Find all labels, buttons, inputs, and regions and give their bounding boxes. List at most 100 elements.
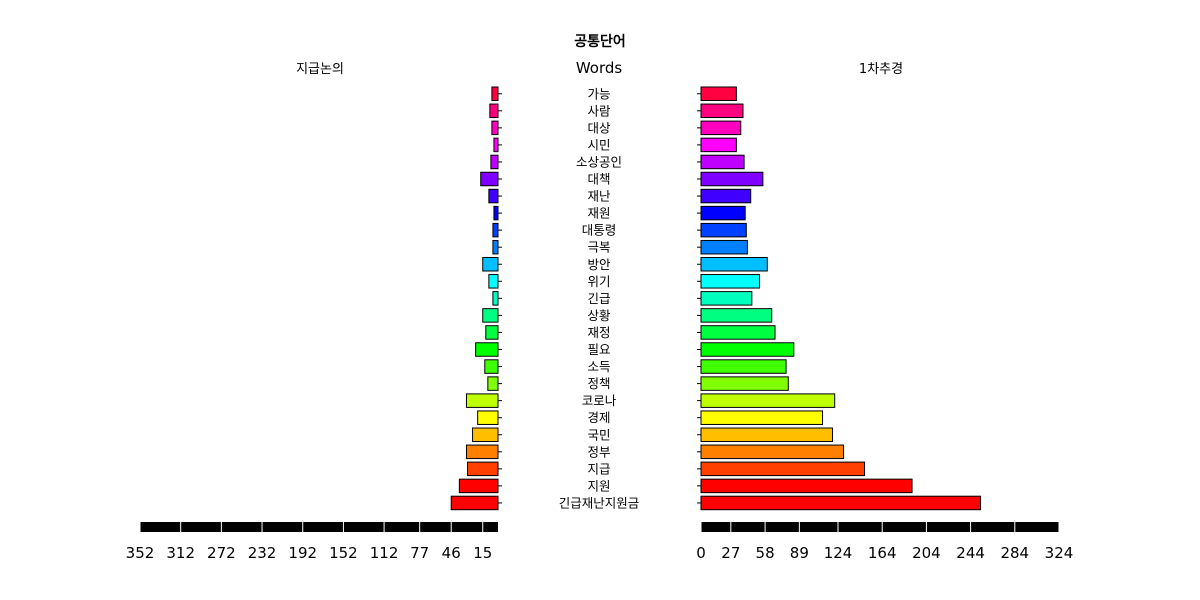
right-bar bbox=[700, 103, 744, 119]
left-bar bbox=[465, 393, 499, 408]
right-tick-label: 164 bbox=[868, 544, 897, 562]
right-bar bbox=[700, 427, 833, 442]
category-label: 경제 bbox=[587, 410, 610, 425]
category-label: 필요 bbox=[587, 342, 610, 357]
right-bar bbox=[700, 444, 845, 460]
left-tick-label: 232 bbox=[248, 544, 277, 562]
left-bar bbox=[450, 495, 499, 511]
category-label: 지원 bbox=[587, 478, 610, 493]
left-tick-label: 272 bbox=[207, 544, 236, 562]
right-bar bbox=[700, 478, 913, 494]
left-bar bbox=[480, 171, 499, 187]
left-bar bbox=[493, 137, 499, 153]
left-bar bbox=[490, 154, 499, 170]
right-bar bbox=[700, 376, 789, 391]
left-tick-label: 152 bbox=[329, 544, 358, 562]
category-label: 대통령 bbox=[582, 223, 617, 238]
category-label: 코로나 bbox=[582, 393, 617, 408]
category-label: 국민 bbox=[587, 427, 610, 442]
right-tick-label: 27 bbox=[721, 544, 740, 562]
right-tick-label: 324 bbox=[1045, 544, 1074, 562]
left-bar bbox=[492, 291, 499, 306]
category-label: 시민 bbox=[587, 137, 610, 152]
right-tick-label: 0 bbox=[696, 544, 706, 562]
left-bar bbox=[493, 205, 499, 221]
left-bar bbox=[484, 359, 499, 374]
category-label: 재정 bbox=[587, 325, 610, 340]
left-bar bbox=[482, 257, 499, 272]
left-bar bbox=[475, 342, 499, 357]
left-bar bbox=[472, 427, 499, 442]
category-label: 대상 bbox=[587, 120, 611, 135]
category-label: 상황 bbox=[587, 308, 611, 323]
left-tick-label: 15 bbox=[473, 544, 492, 562]
left-bar bbox=[492, 222, 499, 238]
left-bar bbox=[488, 188, 499, 204]
left-tick-label: 77 bbox=[410, 544, 429, 562]
left-bar bbox=[491, 120, 499, 136]
left-bar bbox=[477, 410, 499, 425]
left-bar bbox=[488, 274, 499, 289]
right-x-axis bbox=[701, 522, 1059, 532]
category-label: 재난 bbox=[587, 189, 611, 204]
left-tick-label: 112 bbox=[370, 544, 399, 562]
left-bar bbox=[492, 239, 499, 255]
right-bar bbox=[700, 154, 745, 170]
left-tick-label: 352 bbox=[126, 544, 155, 562]
left-bar bbox=[487, 376, 499, 391]
right-bar bbox=[700, 257, 768, 272]
category-label: 정책 bbox=[587, 376, 610, 391]
right-bar bbox=[700, 325, 776, 340]
category-label: 가능 bbox=[587, 86, 610, 101]
right-bar bbox=[700, 410, 824, 425]
right-bar bbox=[700, 495, 982, 511]
right-bar bbox=[700, 274, 761, 289]
category-label: 방안 bbox=[587, 257, 611, 272]
left-tick-label: 46 bbox=[442, 544, 461, 562]
chart-title: 공통단어 bbox=[574, 33, 626, 50]
right-bar bbox=[700, 291, 753, 306]
category-label: 지급 bbox=[587, 461, 610, 476]
right-bar bbox=[700, 222, 747, 238]
category-label: 사람 bbox=[587, 103, 611, 118]
right-panel-title: 1차추경 bbox=[859, 62, 903, 77]
left-bar bbox=[458, 478, 499, 494]
category-label: 정부 bbox=[587, 444, 610, 459]
right-bar bbox=[700, 461, 866, 477]
right-bar bbox=[700, 239, 748, 255]
category-label: 위기 bbox=[587, 274, 610, 289]
right-bar bbox=[700, 86, 737, 101]
category-label: 소득 bbox=[587, 359, 610, 374]
right-bar bbox=[700, 188, 752, 204]
left-bar bbox=[465, 444, 499, 460]
right-bar bbox=[700, 359, 787, 374]
category-label: 대책 bbox=[587, 172, 610, 187]
left-bar bbox=[466, 461, 499, 477]
category-label: 소상공인 bbox=[576, 154, 622, 169]
left-bar bbox=[485, 325, 499, 340]
right-bar bbox=[700, 137, 737, 153]
right-bar bbox=[700, 342, 795, 357]
right-bar bbox=[700, 205, 746, 221]
right-bar bbox=[700, 308, 773, 323]
right-tick-label: 244 bbox=[956, 544, 985, 562]
left-panel-title: 지급논의 bbox=[296, 62, 344, 77]
right-bar bbox=[700, 393, 836, 408]
right-bar bbox=[700, 120, 742, 136]
left-x-axis bbox=[140, 522, 498, 532]
left-bar bbox=[482, 308, 499, 323]
category-label: 긴급재난지원금 bbox=[559, 495, 640, 510]
right-tick-label: 58 bbox=[756, 544, 775, 562]
left-tick-label: 312 bbox=[166, 544, 195, 562]
left-bar bbox=[491, 86, 499, 101]
category-label: 긴급 bbox=[587, 291, 610, 306]
right-bar bbox=[700, 171, 764, 187]
category-label: 극복 bbox=[587, 240, 610, 255]
center-words-label: Words bbox=[576, 59, 623, 77]
left-tick-label: 192 bbox=[288, 544, 317, 562]
right-tick-label: 284 bbox=[1000, 544, 1029, 562]
right-tick-label: 89 bbox=[790, 544, 809, 562]
right-tick-label: 124 bbox=[824, 544, 853, 562]
category-label: 재원 bbox=[587, 206, 610, 221]
